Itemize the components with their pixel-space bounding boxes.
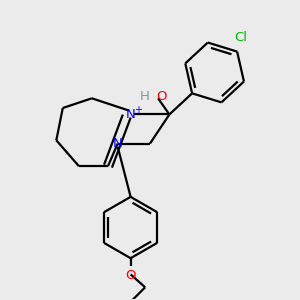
Text: N: N [113, 137, 123, 150]
Text: +: + [134, 105, 142, 115]
Text: N: N [126, 108, 136, 121]
Text: O: O [156, 90, 166, 103]
Text: O: O [125, 269, 136, 282]
Text: H: H [140, 90, 150, 103]
Text: Cl: Cl [234, 31, 247, 44]
